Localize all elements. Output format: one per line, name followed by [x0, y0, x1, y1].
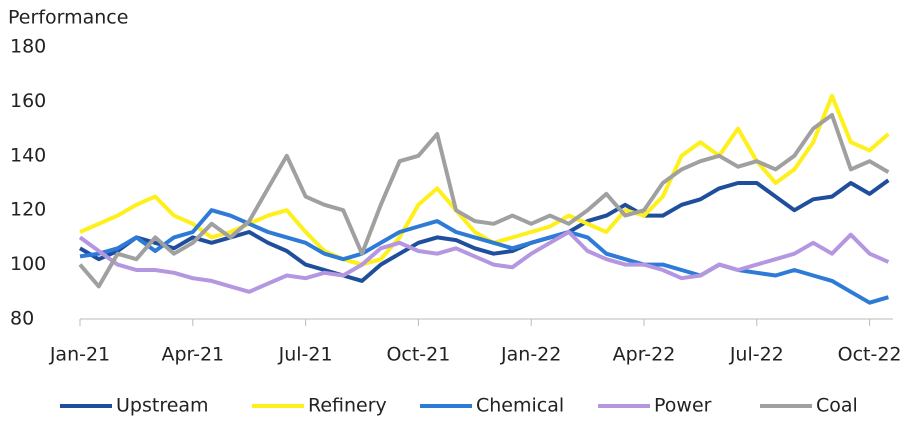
y-tick-label: 80: [10, 308, 34, 330]
y-tick-label: 140: [10, 144, 46, 166]
legend-label: Upstream: [116, 395, 209, 417]
x-tick-label: Jan-22: [500, 344, 561, 366]
y-tick-label: 160: [10, 90, 46, 112]
series-line: [78, 178, 890, 283]
x-tick-label: Oct-21: [386, 344, 450, 366]
series-line: [78, 230, 890, 294]
legend-label: Refinery: [308, 395, 387, 417]
x-tick-label: Jul-21: [278, 344, 333, 366]
series-line: [79, 208, 889, 305]
x-tick-label: Apr-22: [613, 344, 676, 366]
x-tick-label: Apr-21: [161, 344, 224, 366]
x-tick-label: Oct-22: [838, 344, 902, 366]
series-line: [78, 113, 890, 289]
series-line: [79, 94, 890, 267]
y-tick-label: 180: [10, 36, 46, 58]
legend-label: Power: [654, 395, 712, 417]
legend-label: Coal: [816, 395, 858, 417]
x-tick-label: Jul-22: [729, 344, 784, 366]
y-tick-label: 100: [10, 253, 46, 275]
y-tick-label: 120: [10, 199, 46, 221]
y-axis-label: Performance: [8, 7, 128, 29]
legend-label: Chemical: [476, 395, 564, 417]
x-tick-label: Jan-21: [49, 344, 110, 366]
